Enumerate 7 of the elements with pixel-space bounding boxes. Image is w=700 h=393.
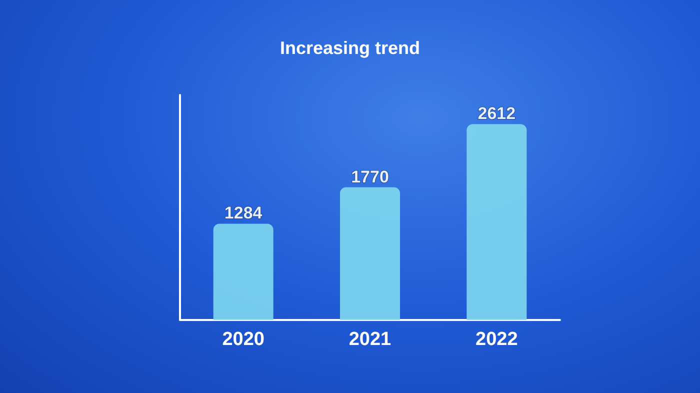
chart-title: Increasing trend — [280, 38, 420, 58]
data-label: 2612 — [478, 104, 516, 124]
x-tick-label: 2022 — [476, 329, 518, 350]
x-tick-label: 2020 — [222, 329, 264, 350]
data-label: 1284 — [224, 204, 263, 223]
x-tick-label: 2021 — [348, 329, 392, 350]
data-label: 1770 — [351, 167, 389, 186]
